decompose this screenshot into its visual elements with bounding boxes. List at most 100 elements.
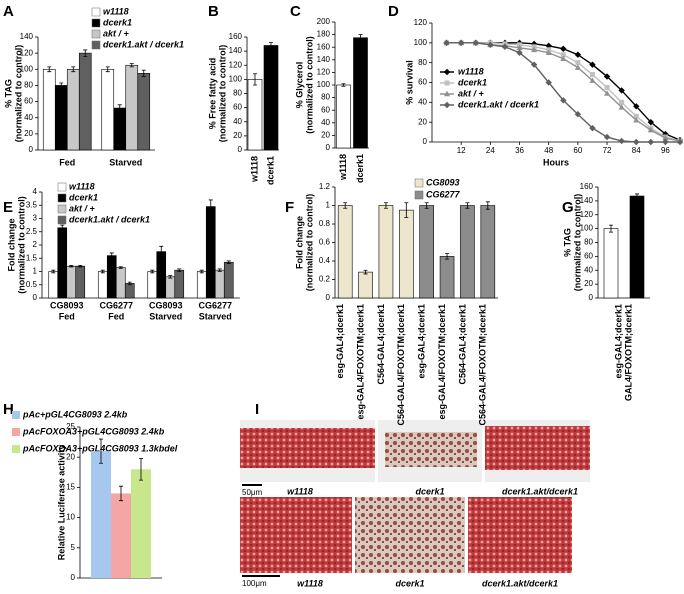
micrograph — [240, 497, 352, 573]
y-tick-label: 120 — [317, 68, 331, 77]
y-tick-label: 1.5 — [26, 253, 38, 262]
y-axis-label: % TAG — [3, 79, 13, 108]
bar — [419, 205, 434, 299]
y-tick-label: 80 — [418, 58, 427, 67]
tissue — [240, 428, 375, 468]
y-tick-label: 3 — [33, 214, 38, 223]
x-axis-label: Hours — [543, 157, 569, 167]
error-bar — [139, 458, 143, 481]
point — [589, 61, 596, 68]
bar — [480, 205, 496, 299]
point — [516, 49, 523, 56]
point — [604, 84, 610, 90]
y-tick-label: 5 — [71, 543, 76, 552]
error-bar — [424, 202, 429, 209]
y-tick-label: 20 — [24, 129, 33, 138]
bar — [66, 68, 80, 151]
point — [574, 111, 582, 118]
y-axis-label: (normalized to control) — [304, 36, 314, 134]
point — [560, 97, 567, 104]
legend-swatch — [91, 29, 101, 39]
x-tick-label: esg-GAL4/FOXOTM;dcerk1 — [437, 304, 447, 420]
y-tick-label: 40 — [24, 113, 33, 122]
point — [560, 52, 566, 58]
point — [560, 45, 567, 52]
legend-swatch — [57, 215, 67, 225]
bar — [460, 205, 475, 299]
error-bar — [199, 269, 204, 274]
y-tick-label: 40 — [321, 118, 330, 127]
y-tick-label: 4 — [33, 187, 38, 196]
point — [589, 77, 596, 83]
bar — [57, 227, 68, 299]
bar — [358, 271, 373, 299]
point — [516, 44, 523, 51]
y-axis-label: Fold change — [294, 216, 304, 269]
x-tick-label: C564-GAL4/FOXOTM;dcerk1 — [478, 304, 488, 426]
y-tick-label: 80 — [321, 93, 330, 102]
legend-swatch — [91, 40, 101, 50]
bar — [629, 195, 645, 299]
y-tick-label: 2 — [33, 240, 38, 249]
scale-label: 100μm — [242, 579, 267, 588]
x-tick-label: 84 — [632, 146, 641, 155]
y-tick-label: 0 — [71, 573, 76, 582]
point — [619, 99, 625, 105]
panel-i: I 50μm 100μm w1118 dcerk1 dcerk1.akt/dce… — [240, 401, 590, 588]
error-bar — [71, 66, 76, 73]
y-tick-label: 0 — [33, 293, 38, 302]
legend-label: akt / + — [458, 88, 485, 98]
y-tick-label: 20 — [418, 117, 427, 126]
x-tick-label: CG8093 — [50, 300, 84, 310]
error-bar — [269, 42, 273, 49]
error-bar — [99, 438, 103, 464]
bar — [336, 84, 351, 149]
point — [530, 40, 538, 48]
point — [574, 64, 581, 70]
bar — [353, 37, 368, 149]
point — [589, 124, 596, 132]
y-tick-label: 20 — [584, 279, 593, 288]
tissue — [485, 426, 590, 470]
point — [530, 61, 538, 68]
legend-label: CG8093 — [426, 177, 460, 187]
x-tick-label: Fed — [108, 311, 124, 321]
legend-label: dcerk1.akt / dcerk1 — [69, 214, 150, 224]
y-tick-label: 3.5 — [26, 200, 38, 209]
y-tick-label: 40 — [584, 265, 593, 274]
point — [545, 49, 552, 56]
point — [472, 39, 479, 47]
bar — [147, 271, 158, 299]
legend-label: pAcFOXOA3+pGL4CG8093 2.4kb — [22, 426, 165, 436]
y-tick-label: 120 — [580, 210, 594, 219]
bar — [106, 255, 117, 299]
y-tick-label: 120 — [229, 60, 243, 69]
y-tick-label: 80 — [584, 238, 593, 247]
point — [662, 138, 669, 146]
x-tick-label: w1118 — [338, 154, 348, 181]
y-tick-label: 80 — [233, 89, 242, 98]
bar — [205, 206, 216, 299]
bar — [125, 64, 139, 151]
error-bar — [159, 245, 164, 258]
x-tick-label: w1118 — [249, 156, 259, 183]
legend-label: w1118 — [458, 66, 484, 76]
y-tick-label: 140 — [229, 46, 243, 55]
y-tick-label: 0.4 — [319, 256, 331, 265]
legend-label: dcerk1 — [103, 17, 132, 27]
y-tick-label: 100 — [20, 64, 34, 73]
y-tick-label: 140 — [20, 32, 34, 41]
y-axis-label: % Glycerol — [294, 62, 304, 109]
error-bar — [253, 73, 257, 86]
y-tick-label: 60 — [418, 78, 427, 87]
y-tick-label: 0 — [238, 145, 243, 154]
x-tick-label: C564-GAL4/FOXOTM;dcerk1 — [396, 304, 406, 426]
legend-swatch — [414, 178, 424, 188]
y-axis-label: (normalized to control) — [16, 196, 26, 294]
error-bar — [485, 201, 490, 210]
point — [589, 72, 595, 78]
y-tick-label: 40 — [418, 97, 427, 106]
error-bar — [363, 269, 368, 275]
y-tick-label: 80 — [24, 81, 33, 90]
error-bar — [60, 224, 65, 231]
